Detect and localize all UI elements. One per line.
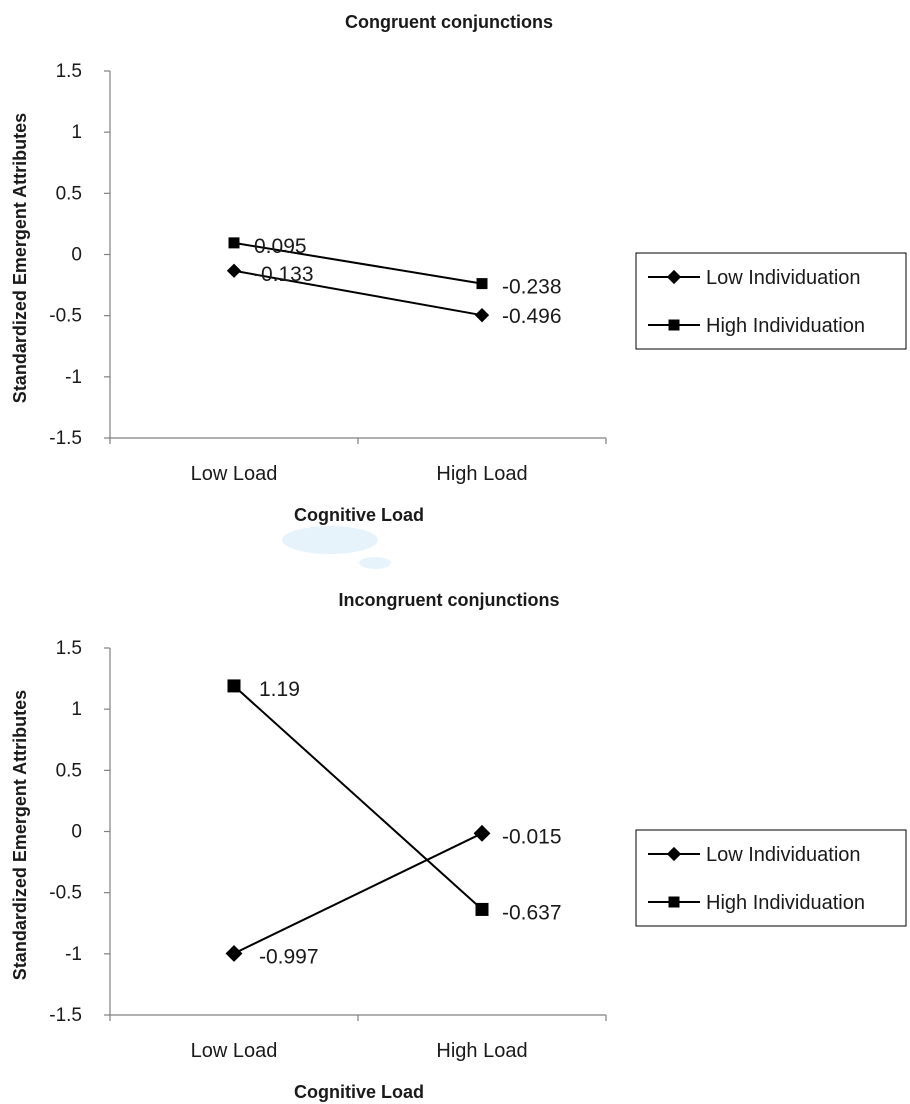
y-tick-label: -1 — [65, 367, 82, 388]
chart-congruent: Congruent conjunctions Standardized Emer… — [10, 12, 907, 525]
y-tick-label: -0.5 — [49, 306, 82, 327]
y-tick-labels: 1.5 1 0.5 0 -0.5 -1 -1.5 — [49, 61, 82, 449]
y-tick-label: 0.5 — [56, 183, 82, 204]
legend: Low Individuation High Individuation — [635, 252, 907, 350]
y-tick-label: 1 — [71, 122, 82, 143]
y-tick-label: -1.5 — [49, 428, 82, 449]
data-label: -0.133 — [254, 263, 314, 286]
x-axis-title: Cognitive Load — [294, 505, 424, 525]
x-axis-title: Cognitive Load — [294, 1082, 424, 1102]
axes — [104, 647, 607, 1021]
y-tick-labels: 1.5 1 0.5 0 -0.5 -1 -1.5 — [49, 638, 82, 1026]
series-line-square — [233, 241, 483, 285]
data-point-square — [227, 679, 241, 693]
legend-box — [635, 252, 907, 350]
y-axis-title: Standardized Emergent Attributes — [10, 690, 30, 980]
series-line-diamond — [233, 832, 483, 955]
chart-title: Incongruent conjunctions — [339, 590, 560, 610]
legend-marker-diamond — [666, 269, 682, 285]
y-tick-label: 0 — [71, 822, 82, 843]
y-tick-label: 0 — [71, 245, 82, 266]
x-tick-label: Low Load — [191, 463, 278, 485]
series-group: -0.133 -0.496 0.095 -0.238 — [226, 235, 562, 328]
series-line-diamond — [233, 269, 483, 317]
data-point-square — [475, 902, 489, 916]
data-point-diamond — [474, 308, 490, 323]
legend-label: High Individuation — [706, 892, 865, 914]
y-tick-label: 1.5 — [56, 638, 82, 659]
watermark — [282, 526, 391, 569]
data-label: 0.095 — [254, 235, 307, 258]
data-label: -0.997 — [259, 945, 319, 968]
x-tick-label: High Load — [436, 463, 527, 485]
x-tick-labels: Low Load High Load — [191, 1040, 528, 1062]
y-tick-label: 0.5 — [56, 760, 82, 781]
data-label: 1.19 — [259, 678, 300, 701]
y-tick-label: 1.5 — [56, 61, 82, 82]
data-point-square — [228, 237, 240, 249]
legend-label: Low Individuation — [706, 267, 861, 289]
legend-marker-diamond — [666, 846, 682, 862]
data-label: -0.015 — [502, 825, 562, 848]
data-point-diamond — [225, 945, 243, 962]
data-label: -0.496 — [502, 305, 562, 328]
y-tick-label: 1 — [71, 699, 82, 720]
legend-box — [635, 829, 907, 927]
chart-title: Congruent conjunctions — [345, 12, 553, 32]
data-label: -0.637 — [502, 901, 562, 924]
axes — [104, 70, 607, 444]
x-tick-label: High Load — [436, 1040, 527, 1062]
legend-label: High Individuation — [706, 315, 865, 337]
data-point-diamond — [473, 824, 491, 842]
legend-label: Low Individuation — [706, 844, 861, 866]
data-label: -0.238 — [502, 276, 562, 299]
legend-marker-square — [668, 319, 680, 331]
series-line-square — [233, 685, 483, 911]
y-axis-title: Standardized Emergent Attributes — [10, 113, 30, 403]
legend: Low Individuation High Individuation — [635, 829, 907, 927]
series-group: -0.997 -0.015 1.19 -0.637 — [225, 678, 562, 968]
chart-incongruent: Incongruent conjunctions Standardized Em… — [10, 590, 907, 1102]
y-tick-label: -0.5 — [49, 883, 82, 904]
data-point-diamond — [226, 263, 242, 278]
y-tick-label: -1.5 — [49, 1005, 82, 1026]
legend-marker-square — [668, 896, 680, 908]
x-tick-labels: Low Load High Load — [191, 463, 528, 485]
y-tick-label: -1 — [65, 944, 82, 965]
x-tick-label: Low Load — [191, 1040, 278, 1062]
data-point-square — [476, 278, 488, 290]
